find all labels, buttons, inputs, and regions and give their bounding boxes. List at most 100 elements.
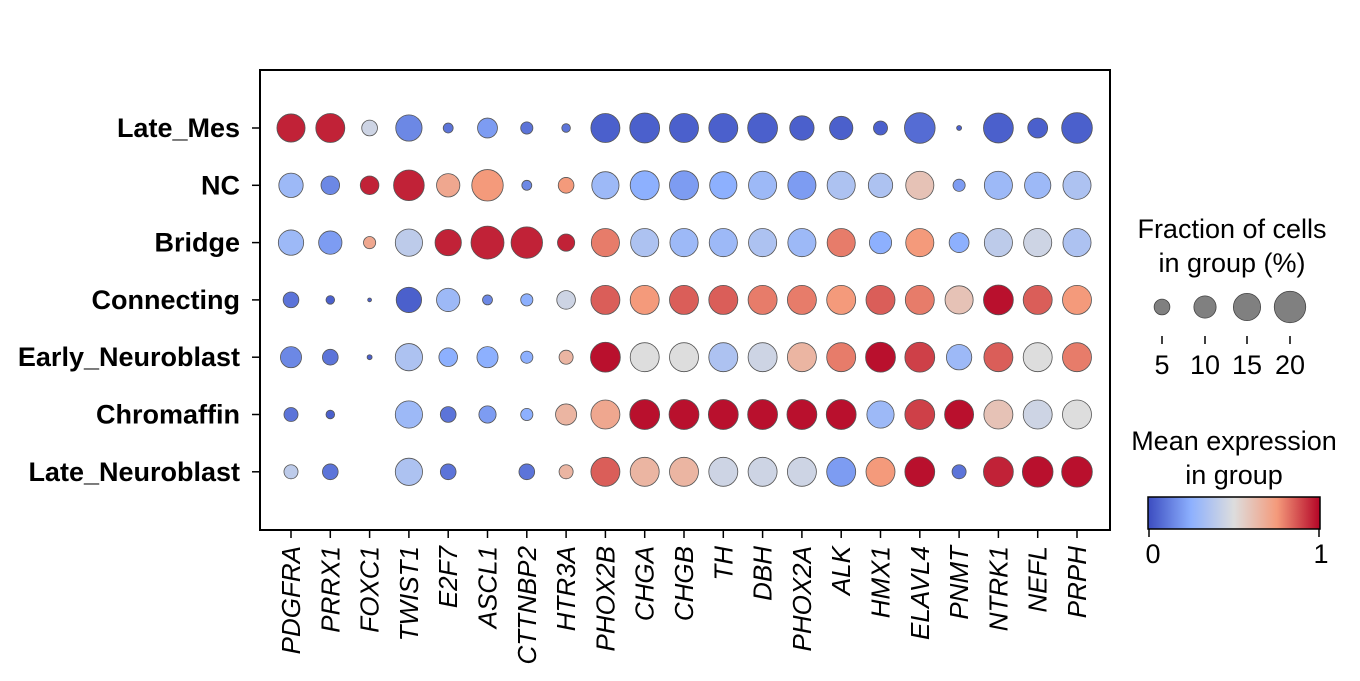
- dot: [394, 228, 423, 257]
- dot: [669, 342, 699, 373]
- dot: [904, 456, 936, 488]
- dot: [707, 399, 739, 430]
- dot: [944, 285, 974, 315]
- dot: [1062, 342, 1092, 373]
- dot: [556, 290, 576, 310]
- dot: [669, 228, 699, 258]
- dot: [510, 226, 543, 259]
- dot: [366, 354, 373, 361]
- dot: [786, 284, 817, 315]
- dot: [325, 295, 336, 305]
- dot: [865, 341, 896, 373]
- dot: [873, 120, 888, 136]
- dot: [439, 406, 457, 423]
- dot: [708, 342, 739, 373]
- dot: [520, 121, 534, 135]
- dot: [747, 284, 778, 315]
- size-legend-tick-label: 5: [1154, 350, 1169, 380]
- dot: [434, 229, 462, 257]
- dot: [951, 464, 967, 480]
- dot: [787, 170, 817, 200]
- dot: [826, 170, 856, 200]
- dot: [1021, 456, 1054, 488]
- dot: [590, 284, 621, 315]
- dot: [315, 113, 346, 143]
- dot: [1062, 284, 1092, 315]
- dot: [558, 349, 574, 365]
- dot: [747, 399, 778, 430]
- column-label: PRPH: [1062, 546, 1092, 618]
- dot: [1061, 112, 1093, 144]
- column-label: FOXC1: [355, 546, 385, 633]
- dot: [590, 456, 621, 487]
- column-label: ELAVL4: [905, 546, 935, 640]
- dot: [708, 456, 739, 487]
- dot: [829, 115, 854, 141]
- dot: [787, 228, 817, 258]
- colorbar: [1147, 496, 1321, 530]
- dot: [442, 122, 454, 134]
- dot: [520, 350, 534, 364]
- dot: [826, 342, 857, 373]
- row-label: Chromaffin: [96, 400, 240, 430]
- dot: [669, 284, 699, 315]
- dot: [282, 291, 300, 309]
- dot: [826, 456, 857, 487]
- dot: [905, 228, 935, 258]
- dot: [436, 173, 461, 198]
- dot: [555, 403, 578, 426]
- dot: [322, 348, 339, 366]
- dot: [748, 170, 778, 200]
- row-label: NC: [201, 170, 240, 200]
- dot: [866, 400, 895, 429]
- dot: [709, 171, 738, 200]
- size-legend-title-line2: in group (%): [1158, 248, 1305, 278]
- dot: [786, 456, 817, 487]
- dot: [669, 113, 699, 143]
- dot: [277, 229, 305, 256]
- dot: [983, 170, 1013, 200]
- column-label: TH: [708, 546, 738, 581]
- dot: [322, 463, 339, 481]
- size-legend-title-line1: Fraction of cells: [1137, 214, 1326, 244]
- dot: [590, 341, 621, 373]
- dot: [826, 284, 857, 315]
- dot: [482, 294, 493, 306]
- dot: [438, 347, 458, 367]
- dot: [1062, 170, 1092, 200]
- dot: [561, 123, 571, 133]
- dot: [318, 230, 343, 255]
- dot: [629, 399, 661, 430]
- dot: [283, 407, 299, 422]
- size-legend-tick-label: 20: [1275, 350, 1305, 380]
- dot: [1062, 228, 1092, 258]
- dot: [629, 284, 660, 315]
- size-legend: Fraction of cells in group (%) 5 10 15 20: [1137, 214, 1326, 380]
- dot: [904, 112, 936, 144]
- dot: [320, 175, 341, 196]
- dot: [956, 125, 962, 131]
- dot: [747, 112, 778, 144]
- dot: [558, 464, 574, 480]
- dot: [283, 464, 299, 480]
- column-label: PHOX2A: [787, 546, 817, 652]
- dot: [786, 342, 817, 373]
- dot: [394, 343, 423, 372]
- dot: [276, 113, 306, 143]
- dot: [471, 169, 504, 202]
- color-legend-title-line1: Mean expression: [1131, 426, 1337, 456]
- row-label: Early_Neuroblast: [18, 342, 240, 372]
- dot: [904, 284, 935, 315]
- column-label: CHGB: [669, 546, 699, 621]
- dot: [520, 293, 534, 307]
- dot: [395, 286, 422, 313]
- dot: [1062, 399, 1092, 430]
- dot: [867, 172, 894, 198]
- row-labels: Late_Mes NC Bridge Connecting Early_Neurobla…: [18, 113, 260, 487]
- dot: [520, 408, 534, 421]
- dot: [983, 228, 1013, 258]
- dot: [1061, 456, 1093, 488]
- dot: [748, 228, 778, 258]
- dot: [361, 119, 378, 137]
